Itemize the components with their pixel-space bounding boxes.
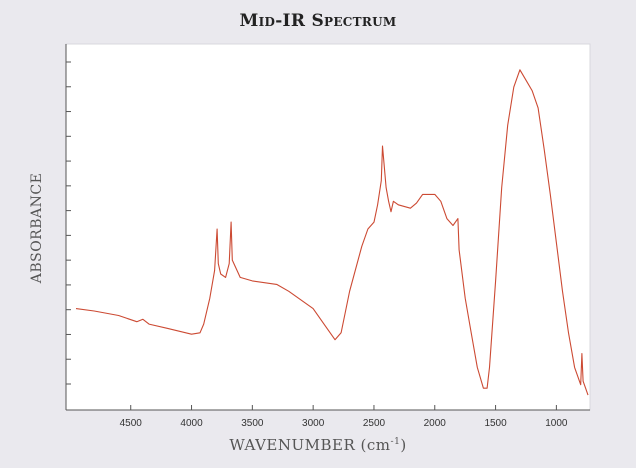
- chart-title: Mid-IR Spectrum: [239, 11, 397, 31]
- x-axis-label: WAVENUMBER (cm-1): [0, 436, 636, 454]
- x-tick-label: 1000: [545, 418, 568, 429]
- x-tick-label: 1500: [484, 418, 507, 429]
- x-tick-label: 3000: [302, 418, 325, 429]
- x-axis-unit-exponent: -1: [390, 437, 401, 447]
- x-ticks: 4500 4000 3500 3000 2500 2000 1500 1000: [120, 405, 568, 429]
- x-axis-label-text: WAVENUMBER: [229, 436, 356, 454]
- x-tick-label: 4500: [120, 418, 143, 429]
- x-tick-label: 2500: [363, 418, 386, 429]
- x-tick-label: 3500: [241, 418, 264, 429]
- x-tick-label: 4000: [180, 418, 203, 429]
- x-axis-unit: (cm: [360, 436, 391, 454]
- x-tick-label: 2000: [424, 418, 447, 429]
- plot-area: [65, 43, 591, 411]
- y-ticks: [66, 61, 71, 385]
- x-axis-unit-close: ): [400, 436, 407, 454]
- spectrum-line: [75, 69, 589, 396]
